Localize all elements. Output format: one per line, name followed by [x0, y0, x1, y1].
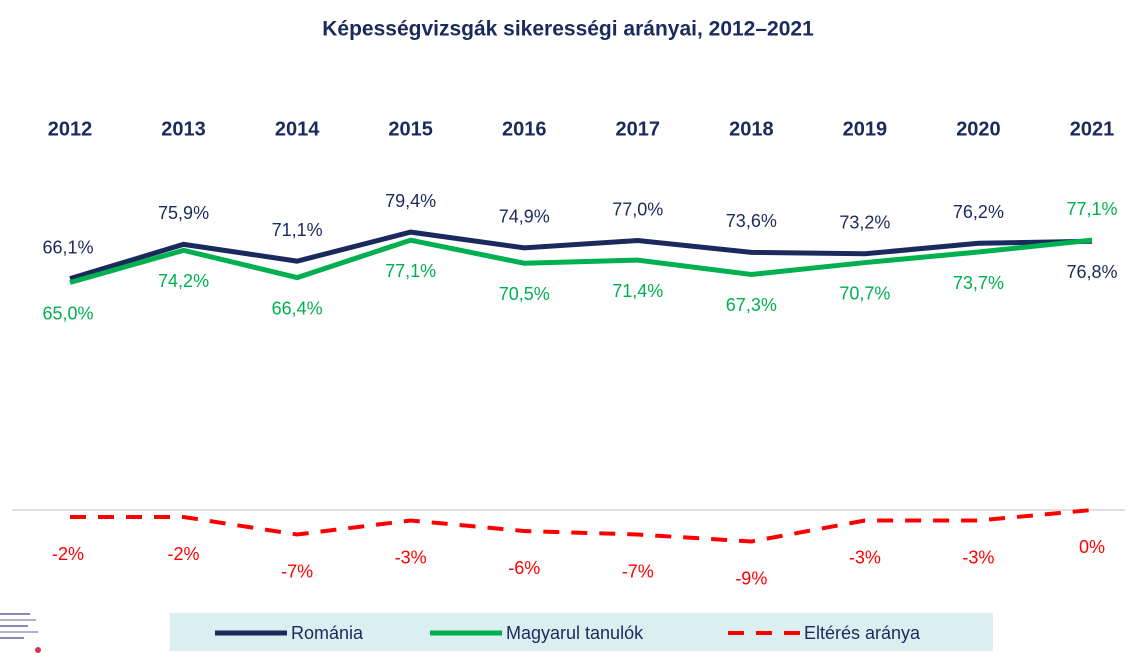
chart-title: Képességvizsgák sikerességi arányai, 201…: [322, 18, 814, 41]
x-tick-label: 2014: [275, 118, 320, 140]
series-line: [69, 229, 1093, 282]
x-tick-label: 2015: [388, 118, 433, 140]
x-tick-label: 2020: [956, 118, 1001, 140]
data-label: -3%: [962, 547, 994, 567]
legend-label: Eltérés aránya: [804, 623, 921, 643]
data-label: 77,0%: [612, 199, 663, 219]
series-line: [69, 237, 1093, 285]
data-label: 73,2%: [839, 213, 890, 233]
series-line: [70, 508, 1093, 544]
legend-label: Románia: [291, 623, 364, 643]
data-label: 74,2%: [158, 271, 209, 291]
x-tick-label: 2013: [161, 118, 206, 140]
data-label: 66,1%: [42, 237, 93, 257]
data-label: 76,2%: [953, 202, 1004, 222]
data-label: -2%: [168, 544, 200, 564]
data-label: 77,1%: [385, 261, 436, 281]
data-label: 76,8%: [1066, 262, 1117, 282]
x-tick-label: 2012: [48, 118, 93, 140]
data-label: 75,9%: [158, 203, 209, 223]
data-label: -3%: [395, 547, 427, 567]
data-label: 66,4%: [272, 298, 323, 318]
data-label: -2%: [52, 544, 84, 564]
data-label: 71,1%: [272, 220, 323, 240]
data-label: -7%: [622, 561, 654, 581]
logo: [0, 613, 41, 653]
data-label: -6%: [508, 558, 540, 578]
data-label: 67,3%: [726, 295, 777, 315]
data-label: 65,0%: [42, 303, 93, 323]
x-tick-label: 2016: [502, 118, 547, 140]
data-label: 74,9%: [499, 207, 550, 227]
data-label: 71,4%: [612, 281, 663, 301]
legend-label: Magyarul tanulók: [506, 623, 644, 643]
data-label: 0%: [1079, 537, 1105, 557]
data-label: -9%: [735, 568, 767, 588]
x-tick-label: 2017: [616, 118, 661, 140]
data-label: 79,4%: [385, 191, 436, 211]
data-label: 70,7%: [839, 283, 890, 303]
x-tick-label: 2019: [843, 118, 888, 140]
data-label: 73,6%: [726, 211, 777, 231]
x-tick-label: 2018: [729, 118, 774, 140]
data-label: 70,5%: [499, 284, 550, 304]
x-tick-label: 2021: [1070, 118, 1115, 140]
legend-box: [170, 613, 993, 651]
data-label: -3%: [849, 547, 881, 567]
data-label: 77,1%: [1066, 199, 1117, 219]
data-label: 73,7%: [953, 273, 1004, 293]
data-label: -7%: [281, 561, 313, 581]
